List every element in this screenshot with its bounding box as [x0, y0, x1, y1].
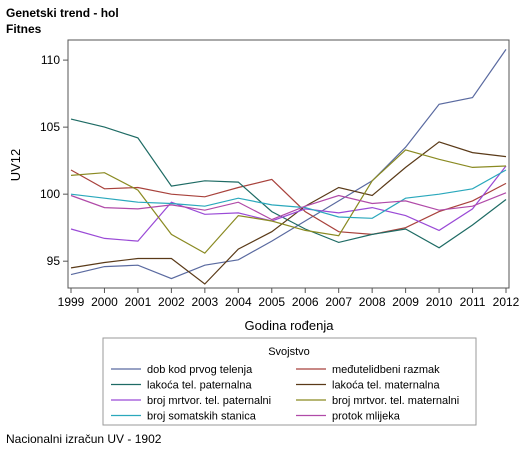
x-tick-label: 2001 — [125, 295, 152, 309]
legend-label: dob kod prvog telenja — [147, 364, 253, 376]
plot-frame — [67, 39, 510, 289]
x-tick-label: 2006 — [292, 295, 319, 309]
legend-label: lakoća tel. maternalna — [332, 380, 440, 392]
legend: Svojstvo dob kod prvog telenja međutelidb… — [102, 337, 477, 426]
series-line-7 — [70, 169, 507, 219]
x-tick-label: 2000 — [91, 295, 118, 309]
x-tick-label: 2011 — [460, 295, 486, 309]
footnote: Nacionalni izračun UV - 1902 — [6, 432, 162, 446]
legend-label: međutelidbeni razmak — [332, 364, 440, 376]
series-line-3 — [70, 118, 507, 249]
chart-subtitle: Fitnes — [6, 22, 42, 36]
x-tick-label: 1999 — [58, 295, 85, 309]
y-tick-label: 110 — [41, 53, 60, 67]
series-line-1 — [70, 49, 507, 280]
x-tick-label: 2010 — [426, 295, 453, 309]
series-line-8 — [70, 192, 507, 221]
x-tick-label: 2008 — [359, 295, 386, 309]
legend-label: broj somatskih stanica — [147, 411, 257, 423]
legend-title: Svojstvo — [268, 346, 310, 358]
chart-title: Genetski trend - hol — [6, 6, 119, 20]
x-tick-label: 2009 — [392, 295, 419, 309]
legend-label: broj mrtvor. tel. paternalni — [147, 395, 271, 407]
series-line-2 — [70, 169, 507, 236]
series-line-5 — [70, 165, 507, 242]
y-tick-label: 105 — [40, 120, 60, 134]
x-tick-label: 2007 — [325, 295, 352, 309]
y-axis-label: UV12 — [8, 149, 23, 182]
legend-label: protok mlijeka — [332, 411, 401, 423]
x-tick-label: 2003 — [191, 295, 218, 309]
legend-label: lakoća tel. paternalna — [147, 380, 252, 392]
y-tick-label: 95 — [47, 254, 61, 268]
y-tick-label: 100 — [40, 187, 60, 201]
legend-frame — [102, 337, 477, 426]
x-tick-label: 2005 — [258, 295, 285, 309]
x-axis-label: Godina rođenja — [245, 318, 335, 333]
legend-label: broj mrtvor. tel. maternalni — [332, 395, 459, 407]
series-line-4 — [70, 141, 507, 285]
x-tick-label: 2012 — [493, 295, 520, 309]
x-tick-label: 2002 — [158, 295, 185, 309]
x-tick-label: 2004 — [225, 295, 252, 309]
series-line-6 — [70, 149, 507, 254]
